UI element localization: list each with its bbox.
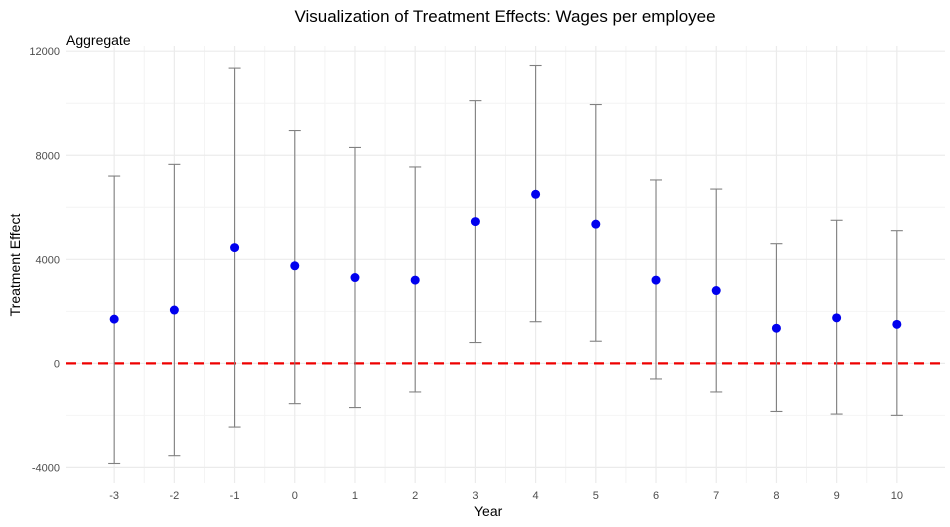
x-tick-label: 4 xyxy=(533,490,539,502)
x-tick-label: -3 xyxy=(109,490,119,502)
estimate-point xyxy=(531,189,541,199)
x-tick-label: -1 xyxy=(230,490,240,502)
x-tick-label: 0 xyxy=(292,490,298,502)
y-tick-label: -4000 xyxy=(32,462,60,474)
estimate-point xyxy=(892,319,902,329)
estimate-point xyxy=(832,313,842,323)
estimate-point xyxy=(290,261,300,271)
x-tick-label: 2 xyxy=(412,490,418,502)
y-tick-label: 8000 xyxy=(36,150,60,162)
chart-subtitle: Aggregate xyxy=(66,32,131,48)
x-tick-label: 5 xyxy=(593,490,599,502)
estimate-point xyxy=(771,323,781,333)
estimate-point xyxy=(230,243,240,253)
x-tick-label: 3 xyxy=(472,490,478,502)
estimate-point xyxy=(350,273,360,283)
chart-title: Visualization of Treatment Effects: Wage… xyxy=(294,7,716,26)
x-axis-label: Year xyxy=(474,503,503,519)
x-tick-label: 6 xyxy=(653,490,659,502)
y-tick-label: 4000 xyxy=(36,254,60,266)
estimate-point xyxy=(470,217,480,227)
y-tick-label: 12000 xyxy=(29,46,60,58)
x-tick-label: 8 xyxy=(773,490,779,502)
estimate-point xyxy=(410,275,420,285)
x-tick-label: -2 xyxy=(169,490,179,502)
y-axis-label: Treatment Effect xyxy=(7,213,23,317)
estimate-point xyxy=(169,305,179,315)
x-tick-label: 10 xyxy=(891,490,903,502)
estimate-point xyxy=(651,275,661,285)
estimate-point xyxy=(591,219,601,229)
x-tick-label: 9 xyxy=(834,490,840,502)
estimate-point xyxy=(711,286,721,296)
x-tick-label: 7 xyxy=(713,490,719,502)
y-tick-label: 0 xyxy=(54,358,60,370)
estimate-point xyxy=(109,314,119,324)
x-tick-label: 1 xyxy=(352,490,358,502)
